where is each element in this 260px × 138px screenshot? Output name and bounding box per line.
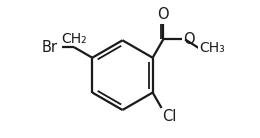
Text: O: O — [157, 7, 169, 22]
Text: Br: Br — [42, 40, 57, 55]
Text: O: O — [183, 32, 195, 47]
Text: CH₃: CH₃ — [200, 41, 225, 55]
Text: Cl: Cl — [162, 109, 177, 124]
Text: CH₂: CH₂ — [61, 32, 87, 47]
